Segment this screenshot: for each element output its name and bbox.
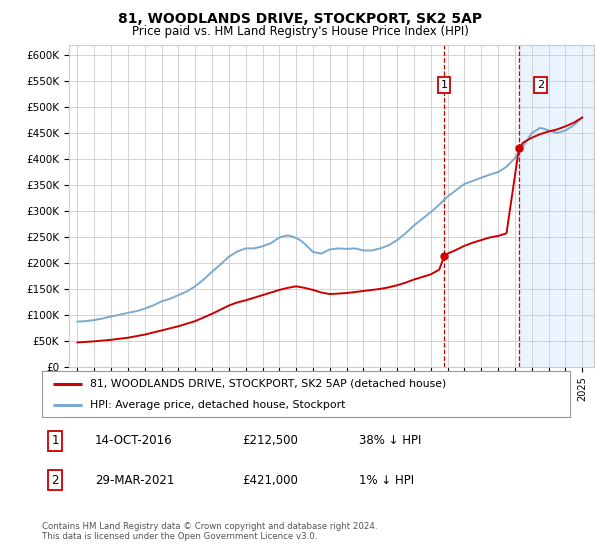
Text: 1: 1 xyxy=(440,80,448,90)
Text: 2: 2 xyxy=(52,474,59,487)
Text: 38% ↓ HPI: 38% ↓ HPI xyxy=(359,435,421,447)
Text: £212,500: £212,500 xyxy=(242,435,299,447)
Text: Price paid vs. HM Land Registry's House Price Index (HPI): Price paid vs. HM Land Registry's House … xyxy=(131,25,469,38)
Bar xyxy=(519,45,594,367)
Text: 14-OCT-2016: 14-OCT-2016 xyxy=(95,435,172,447)
Text: £421,000: £421,000 xyxy=(242,474,299,487)
Text: HPI: Average price, detached house, Stockport: HPI: Average price, detached house, Stoc… xyxy=(89,400,345,410)
Text: Contains HM Land Registry data © Crown copyright and database right 2024.
This d: Contains HM Land Registry data © Crown c… xyxy=(42,522,377,542)
Text: 81, WOODLANDS DRIVE, STOCKPORT, SK2 5AP: 81, WOODLANDS DRIVE, STOCKPORT, SK2 5AP xyxy=(118,12,482,26)
Text: 1% ↓ HPI: 1% ↓ HPI xyxy=(359,474,414,487)
Text: 29-MAR-2021: 29-MAR-2021 xyxy=(95,474,174,487)
Text: 2: 2 xyxy=(537,80,544,90)
Text: 81, WOODLANDS DRIVE, STOCKPORT, SK2 5AP (detached house): 81, WOODLANDS DRIVE, STOCKPORT, SK2 5AP … xyxy=(89,379,446,389)
Text: 1: 1 xyxy=(52,435,59,447)
